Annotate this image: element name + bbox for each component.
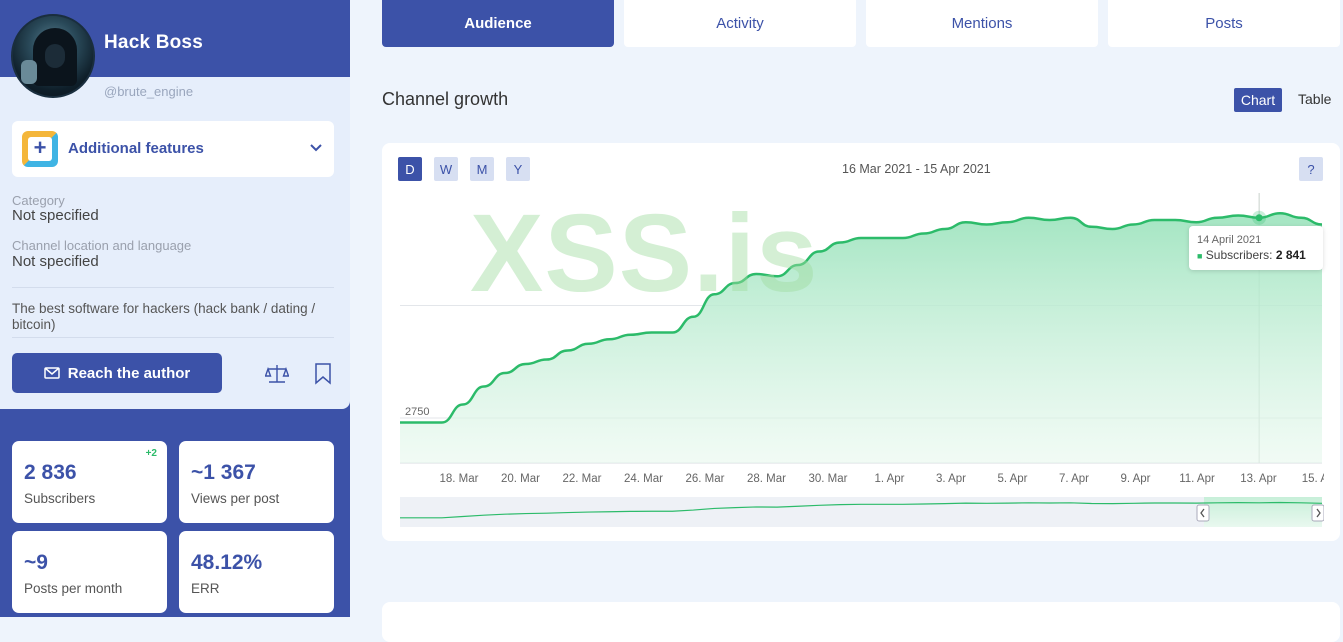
x-tick-label: 7. Apr bbox=[1059, 473, 1089, 485]
help-button[interactable]: ? bbox=[1299, 157, 1323, 181]
navigator-selection bbox=[1204, 497, 1322, 527]
channel-name: Hack Boss bbox=[104, 32, 203, 53]
chart-card: D W M Y 16 Mar 2021 - 15 Apr 2021 ? 18. … bbox=[382, 143, 1340, 541]
hover-marker bbox=[1255, 214, 1263, 222]
tab-activity[interactable]: Activity bbox=[624, 0, 856, 47]
period-day-button[interactable]: D bbox=[398, 157, 422, 181]
divider bbox=[12, 337, 334, 338]
series-dot-icon: ■ bbox=[1197, 251, 1203, 261]
stat-value: ~9 bbox=[24, 551, 48, 574]
period-week-button[interactable]: W bbox=[434, 157, 458, 181]
stat-label: Posts per month bbox=[24, 581, 123, 596]
envelope-icon bbox=[43, 367, 60, 379]
divider bbox=[12, 287, 334, 288]
reach-author-button[interactable]: Reach the author bbox=[12, 353, 222, 393]
growth-chart: 18. Mar 20. Mar 22. Mar 24. Mar 26. Mar 28. M… bbox=[400, 193, 1324, 527]
x-tick-label: 26. Mar bbox=[686, 473, 725, 485]
navigator-right-handle[interactable] bbox=[1311, 504, 1324, 522]
area-fill bbox=[400, 213, 1322, 463]
x-tick-label: 15. Apr bbox=[1302, 473, 1324, 485]
stat-card-views: ~1 367 Views per post bbox=[179, 441, 334, 523]
stat-label: ERR bbox=[191, 581, 220, 596]
scales-icon[interactable] bbox=[264, 363, 290, 390]
stat-label: Subscribers bbox=[24, 491, 96, 506]
channel-handle: @brute_engine bbox=[104, 84, 194, 99]
x-tick-label: 13. Apr bbox=[1240, 473, 1277, 485]
stat-value: ~1 367 bbox=[191, 461, 256, 484]
channel-description: The best software for hackers (hack bank… bbox=[12, 301, 316, 332]
bookmark-icon[interactable] bbox=[314, 363, 332, 390]
table-view-button[interactable]: Table bbox=[1298, 91, 1332, 107]
x-tick-label: 9. Apr bbox=[1120, 473, 1150, 485]
tooltip-series: Subscribers: bbox=[1205, 248, 1273, 262]
series-line bbox=[400, 211, 1323, 424]
period-month-button[interactable]: M bbox=[470, 157, 494, 181]
navigator-track bbox=[400, 497, 1322, 527]
category-label: Category bbox=[12, 193, 65, 208]
x-tick-label: 22. Mar bbox=[563, 473, 602, 485]
x-tick-label: 30. Mar bbox=[809, 473, 848, 485]
navigator-left-handle[interactable] bbox=[1196, 504, 1210, 522]
x-tick-label: 3. Apr bbox=[936, 473, 966, 485]
x-tick-label: 20. Mar bbox=[501, 473, 540, 485]
y-tick-label: 2750 bbox=[405, 406, 429, 418]
x-tick-label: 24. Mar bbox=[624, 473, 663, 485]
navigator-line bbox=[400, 501, 1323, 519]
x-tick-label: 18. Mar bbox=[440, 473, 479, 485]
location-label: Channel location and language bbox=[12, 238, 192, 253]
date-range: 16 Mar 2021 - 15 Apr 2021 bbox=[842, 162, 991, 176]
location-value: Not specified bbox=[12, 253, 99, 270]
tab-audience[interactable]: Audience bbox=[382, 0, 614, 47]
tab-mentions[interactable]: Mentions bbox=[866, 0, 1098, 47]
tooltip-value: 2 841 bbox=[1275, 248, 1306, 262]
additional-features-label: Additional features bbox=[68, 140, 204, 157]
avatar bbox=[11, 14, 95, 98]
period-year-button[interactable]: Y bbox=[506, 157, 530, 181]
stat-delta: +2 bbox=[145, 448, 157, 459]
stat-card-posts: ~9 Posts per month bbox=[12, 531, 167, 613]
stat-card-err: 48.12% ERR bbox=[179, 531, 334, 613]
additional-features-dropdown[interactable]: + Additional features bbox=[12, 121, 334, 177]
stat-value: 48.12% bbox=[191, 551, 263, 574]
tooltip-date: 14 April 2021 bbox=[1197, 234, 1262, 246]
next-card bbox=[382, 602, 1340, 642]
x-tick-label: 5. Apr bbox=[997, 473, 1027, 485]
stat-label: Views per post bbox=[191, 491, 280, 506]
chevron-down-icon bbox=[310, 139, 322, 155]
tab-posts[interactable]: Posts bbox=[1108, 0, 1340, 47]
reach-author-label: Reach the author bbox=[67, 364, 191, 382]
plus-icon: + bbox=[22, 131, 58, 167]
category-value: Not specified bbox=[12, 207, 99, 224]
x-tick-label: 1. Apr bbox=[874, 473, 904, 485]
chart-view-button[interactable]: Chart bbox=[1234, 88, 1282, 112]
stat-value: 2 836 bbox=[24, 461, 77, 484]
x-tick-label: 28. Mar bbox=[747, 473, 786, 485]
chart-tooltip: 14 April 2021 ■ Subscribers: 2 841 bbox=[1189, 226, 1323, 270]
stat-card-subscribers: 2 836 Subscribers +2 bbox=[12, 441, 167, 523]
x-tick-label: 11. Apr bbox=[1179, 473, 1215, 485]
section-title: Channel growth bbox=[382, 89, 509, 109]
